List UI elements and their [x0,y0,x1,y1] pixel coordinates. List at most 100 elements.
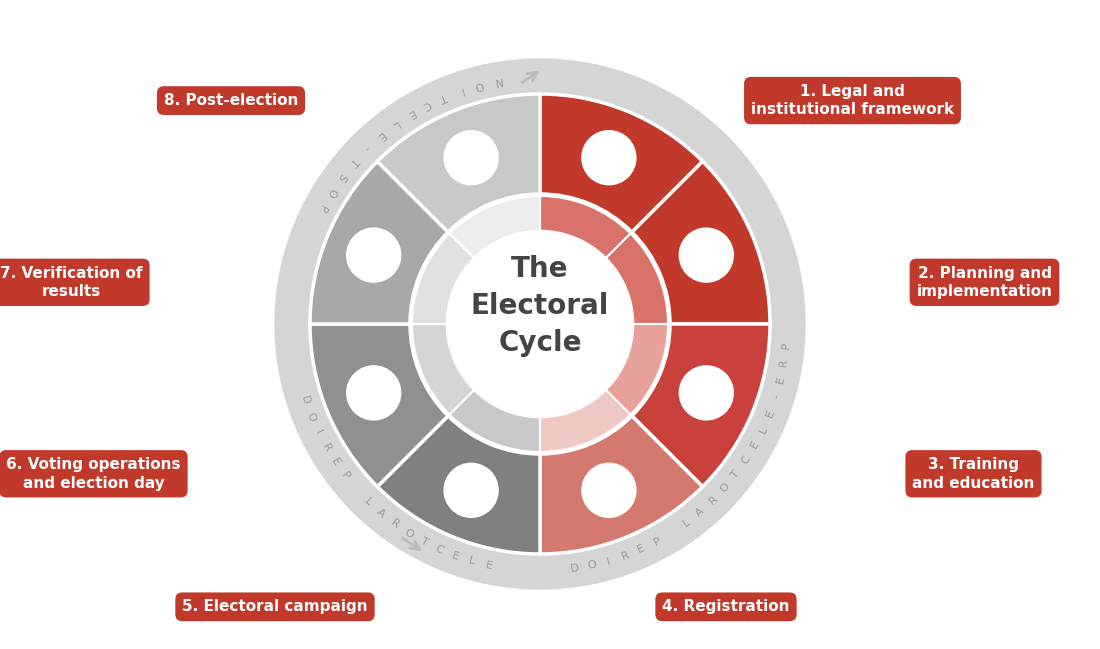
Circle shape [439,126,503,190]
Text: T: T [730,469,743,480]
Text: P: P [651,535,662,548]
Circle shape [674,223,738,287]
Text: O: O [586,559,597,571]
Wedge shape [540,196,630,324]
Wedge shape [631,162,770,324]
Circle shape [342,223,406,287]
Circle shape [582,130,636,185]
Polygon shape [705,242,720,263]
Text: P: P [316,202,328,214]
Text: E: E [405,108,416,120]
Wedge shape [450,196,540,324]
Wedge shape [310,324,448,487]
Text: L: L [389,118,400,130]
Circle shape [447,230,634,417]
Circle shape [364,245,377,258]
Text: L: L [681,517,692,529]
Wedge shape [540,416,703,554]
Circle shape [576,458,641,522]
Text: R: R [707,494,719,506]
Text: R: R [779,358,790,367]
FancyBboxPatch shape [459,485,468,496]
Circle shape [361,242,381,262]
Circle shape [469,145,485,161]
Text: D: D [299,395,311,406]
Text: D: D [570,563,580,574]
Wedge shape [631,324,770,487]
Text: I: I [312,428,323,436]
Circle shape [582,463,636,517]
Text: E: E [636,543,647,556]
Text: E: E [749,439,761,450]
Circle shape [472,147,482,158]
Text: L: L [758,424,769,434]
Text: L: L [363,496,374,508]
Text: O: O [473,79,484,91]
Text: 8. Post-election: 8. Post-election [164,93,298,108]
Text: L: L [468,556,476,567]
Wedge shape [540,234,668,324]
Text: R: R [388,517,400,530]
Circle shape [439,126,503,190]
Text: 7. Verification of
results: 7. Verification of results [0,265,143,299]
Text: T: T [348,156,360,168]
Text: C: C [434,543,446,556]
Circle shape [576,458,641,522]
Text: 5. Electoral campaign: 5. Electoral campaign [183,599,367,615]
Text: C: C [421,99,432,111]
Text: 3. Training
and education: 3. Training and education [912,457,1035,491]
Text: I: I [458,85,464,95]
Wedge shape [540,324,630,452]
Circle shape [680,366,734,420]
Text: -: - [771,393,781,400]
Circle shape [342,361,406,425]
FancyBboxPatch shape [597,484,607,496]
Text: E: E [329,456,341,468]
Wedge shape [377,416,540,554]
Text: O: O [324,186,338,198]
Circle shape [680,228,734,282]
Circle shape [444,130,498,185]
Wedge shape [540,94,703,232]
Circle shape [275,59,805,589]
Text: C: C [740,454,752,466]
Text: N: N [492,75,502,86]
Wedge shape [310,162,448,324]
Text: E: E [451,550,461,562]
Text: 2. Planning and
implementation: 2. Planning and implementation [916,265,1053,299]
Text: T: T [419,536,429,548]
Text: E: E [774,376,786,385]
Text: A: A [375,507,387,519]
Circle shape [346,228,400,282]
Circle shape [674,223,738,287]
Circle shape [444,463,498,517]
Text: A: A [694,506,706,519]
Text: E: E [374,130,386,141]
Text: -: - [362,143,372,153]
FancyBboxPatch shape [595,480,623,500]
Circle shape [576,126,641,190]
Text: R: R [320,441,332,454]
Circle shape [576,126,641,190]
Text: O: O [403,527,416,540]
Circle shape [708,374,723,389]
Wedge shape [377,94,540,232]
Text: 6. Voting operations
and election day: 6. Voting operations and election day [7,457,180,491]
Text: E: E [764,408,777,419]
Text: S: S [336,171,348,182]
FancyBboxPatch shape [368,380,378,389]
Polygon shape [468,478,483,502]
Wedge shape [450,324,540,452]
Circle shape [346,366,400,420]
Text: O: O [305,411,317,422]
Text: P: P [781,342,791,349]
Text: I: I [606,556,612,567]
Circle shape [674,361,738,425]
Circle shape [439,458,503,522]
Circle shape [342,361,406,425]
Text: 4. Registration: 4. Registration [662,599,790,615]
Text: O: O [718,481,732,494]
Circle shape [439,458,503,522]
Text: 1. Legal and
institutional framework: 1. Legal and institutional framework [751,84,954,117]
FancyBboxPatch shape [362,389,386,405]
